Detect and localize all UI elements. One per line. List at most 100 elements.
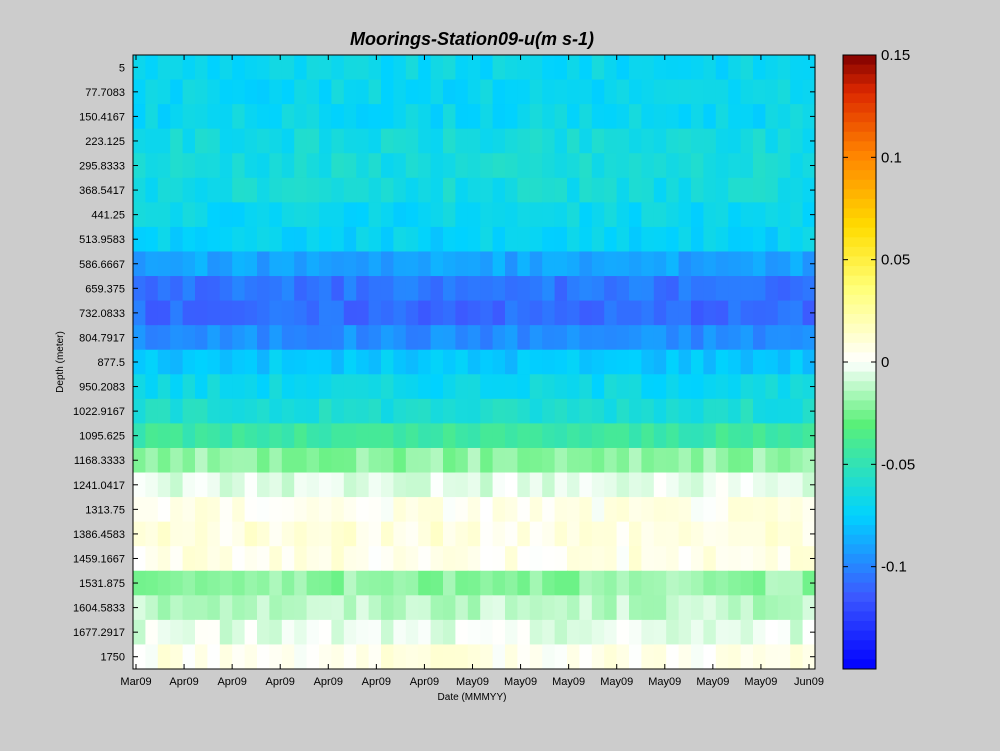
heatmap-cell	[616, 570, 630, 596]
heatmap-cell	[430, 202, 444, 228]
heatmap-cell	[443, 497, 456, 523]
heatmap-cell	[753, 546, 766, 572]
heatmap-cell	[666, 177, 680, 203]
heatmap-cell	[269, 55, 283, 81]
heatmap-cell	[195, 497, 208, 523]
heatmap-cell	[319, 619, 332, 646]
heatmap-cell	[368, 276, 382, 302]
heatmap-cell	[207, 349, 221, 375]
heatmap-cell	[343, 202, 357, 228]
heatmap-cell	[554, 202, 568, 228]
heatmap-cell	[480, 300, 494, 326]
heatmap-cell	[207, 251, 221, 277]
heatmap-cell	[430, 472, 444, 498]
heatmap-cell	[703, 55, 717, 81]
heatmap-cell	[232, 104, 246, 130]
heatmap-cell	[641, 595, 655, 621]
colorbar-tick-label: 0	[881, 354, 889, 371]
heatmap-cell	[480, 546, 494, 572]
heatmap-cell	[145, 276, 159, 302]
heatmap-cell	[790, 104, 804, 130]
heatmap-cell	[728, 202, 742, 228]
colorbar-segment	[843, 198, 876, 209]
heatmap-cell	[393, 619, 407, 646]
heatmap-cell	[604, 128, 618, 154]
heatmap-cell	[306, 128, 320, 154]
heatmap-cell	[257, 226, 270, 253]
x-tick-label: May09	[648, 676, 681, 688]
heatmap-cell	[405, 300, 419, 326]
heatmap-cell	[306, 300, 320, 326]
heatmap-cell	[455, 276, 469, 302]
heatmap-cell	[753, 472, 766, 498]
heatmap-cell	[678, 521, 692, 547]
heatmap-cell	[480, 153, 494, 179]
heatmap-cell	[728, 497, 742, 523]
heatmap-cell	[542, 104, 556, 130]
heatmap-cell	[294, 447, 308, 474]
heatmap-cell	[281, 472, 295, 498]
heatmap-cell	[790, 325, 804, 351]
heatmap-cell	[232, 546, 246, 572]
heatmap-cell	[195, 104, 208, 130]
heatmap-cell	[219, 251, 233, 277]
heatmap-cell	[467, 349, 481, 375]
heatmap-cell	[368, 619, 382, 646]
heatmap-cell	[703, 177, 717, 203]
heatmap-cell	[542, 202, 556, 228]
heatmap-cell	[195, 349, 208, 375]
heatmap-cell	[257, 300, 270, 326]
heatmap-cell	[343, 447, 357, 474]
heatmap-cell	[157, 276, 171, 302]
heatmap-cell	[591, 202, 605, 228]
heatmap-cell	[356, 276, 370, 302]
heatmap-cell	[443, 595, 456, 621]
heatmap-cell	[765, 276, 779, 302]
heatmap-cell	[666, 251, 680, 277]
heatmap-cell	[554, 300, 568, 326]
heatmap-cell	[356, 325, 370, 351]
heatmap-cell	[505, 497, 518, 523]
heatmap-cell	[319, 398, 332, 424]
heatmap-cell	[368, 325, 382, 351]
heatmap-cell	[281, 619, 295, 646]
heatmap-cell	[579, 497, 593, 523]
heatmap-cell	[157, 104, 171, 130]
heatmap-cell	[257, 325, 270, 351]
heatmap-cell	[418, 619, 432, 646]
heatmap-cell	[356, 55, 370, 81]
heatmap-cell	[765, 226, 779, 253]
heatmap-cell	[529, 202, 543, 228]
heatmap-cell	[157, 128, 171, 154]
heatmap-cell	[641, 521, 655, 547]
heatmap-cell	[616, 251, 630, 277]
heatmap-cell	[653, 276, 667, 302]
heatmap-cell	[430, 423, 444, 449]
heatmap-cell	[579, 55, 593, 81]
heatmap-cell	[542, 300, 556, 326]
heatmap-cell	[777, 349, 791, 375]
heatmap-cell	[480, 79, 494, 105]
heatmap-cell	[157, 325, 171, 351]
heatmap-cell	[666, 202, 680, 228]
heatmap-plot	[133, 55, 816, 670]
heatmap-cell	[505, 349, 518, 375]
heatmap-cell	[195, 128, 208, 154]
heatmap-cell	[195, 177, 208, 203]
heatmap-cell	[356, 472, 370, 498]
heatmap-cell	[356, 423, 370, 449]
heatmap-cell	[207, 472, 221, 498]
heatmap-cell	[629, 570, 642, 596]
heatmap-cell	[133, 104, 146, 130]
heatmap-cell	[591, 546, 605, 572]
heatmap-cell	[157, 202, 171, 228]
heatmap-cell	[666, 472, 680, 498]
heatmap-cell	[591, 644, 605, 670]
colorbar-segment	[843, 64, 876, 75]
colorbar-segment	[843, 409, 876, 421]
heatmap-cell	[740, 276, 754, 302]
heatmap-cell	[145, 546, 159, 572]
heatmap-cell	[666, 398, 680, 424]
heatmap-cell	[430, 398, 444, 424]
heatmap-cell	[567, 325, 580, 351]
